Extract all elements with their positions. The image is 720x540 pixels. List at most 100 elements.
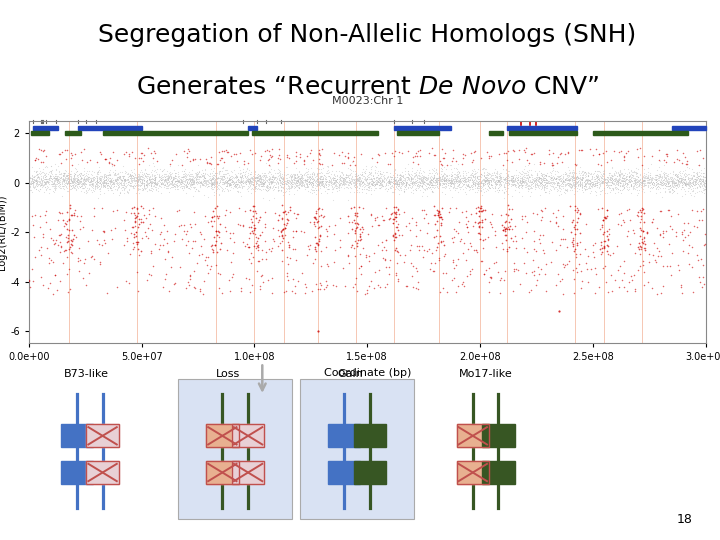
Point [452, 173, 464, 182]
Point [132, 245, 143, 254]
Point [490, 182, 501, 191]
Point [372, 178, 383, 187]
Point [335, 177, 346, 185]
Point [551, 174, 562, 183]
Point [192, 172, 203, 181]
Point [442, 179, 454, 187]
Point [334, 172, 346, 180]
Point [558, 177, 570, 186]
Point [235, 169, 246, 178]
Point [132, 172, 143, 180]
Point [358, 168, 369, 177]
Point [81, 167, 93, 176]
Point [572, 177, 583, 185]
Point [101, 155, 112, 164]
Point [264, 175, 276, 184]
Point [33, 177, 45, 185]
Point [500, 225, 511, 234]
Point [361, 175, 372, 184]
Point [153, 171, 165, 180]
Point [479, 172, 490, 181]
Point [225, 180, 237, 189]
Point [329, 178, 341, 186]
Point [662, 171, 673, 179]
Point [301, 173, 312, 181]
Point [431, 181, 443, 190]
Point [591, 172, 603, 181]
Point [60, 171, 71, 180]
Point [400, 181, 412, 190]
Point [563, 169, 575, 178]
Point [618, 151, 630, 160]
Point [143, 144, 154, 153]
Point [251, 185, 263, 193]
Point [448, 233, 459, 241]
Point [354, 174, 366, 183]
Point [31, 175, 42, 184]
Point [569, 180, 580, 189]
Point [494, 178, 505, 186]
Point [534, 174, 546, 183]
Point [529, 183, 541, 192]
Point [233, 169, 244, 178]
Point [574, 228, 585, 237]
Point [475, 182, 487, 191]
Point [699, 181, 711, 190]
Point [481, 171, 492, 180]
Point [246, 174, 258, 183]
Point [261, 184, 272, 192]
Point [441, 174, 453, 183]
Point [354, 179, 365, 187]
Point [595, 168, 606, 177]
Point [108, 178, 120, 187]
Point [42, 174, 53, 183]
Point [149, 179, 161, 188]
Point [614, 178, 626, 187]
Point [62, 183, 73, 192]
Point [675, 177, 686, 185]
Point [181, 278, 193, 287]
Point [35, 166, 46, 175]
Point [611, 172, 623, 180]
Point [425, 177, 436, 186]
Point [366, 173, 378, 182]
Point [174, 206, 185, 215]
Point [647, 177, 659, 186]
Point [180, 169, 192, 178]
Point [533, 270, 544, 279]
Point [280, 162, 292, 171]
Point [351, 212, 363, 221]
Point [609, 171, 621, 180]
Point [356, 262, 367, 271]
Point [698, 179, 709, 187]
Point [411, 181, 423, 190]
Point [74, 177, 86, 185]
Point [357, 181, 369, 190]
Point [243, 233, 255, 242]
Point [185, 176, 197, 184]
Bar [395, 126, 451, 130]
Point [126, 223, 138, 232]
Point [606, 175, 617, 184]
Point [163, 286, 175, 295]
Point [122, 187, 133, 195]
Point [224, 172, 235, 181]
Point [224, 180, 235, 189]
Point [452, 177, 464, 185]
Point [130, 213, 141, 222]
Point [534, 158, 546, 166]
Point [470, 209, 482, 218]
Point [66, 172, 77, 180]
Point [480, 172, 492, 181]
Point [300, 175, 312, 184]
Point [552, 179, 563, 187]
Point [601, 180, 613, 188]
Point [171, 177, 182, 185]
Point [135, 148, 147, 157]
Point [437, 176, 449, 185]
Point [588, 181, 599, 190]
Point [168, 182, 180, 191]
Point [516, 174, 528, 183]
Point [670, 178, 682, 187]
Point [486, 168, 498, 177]
